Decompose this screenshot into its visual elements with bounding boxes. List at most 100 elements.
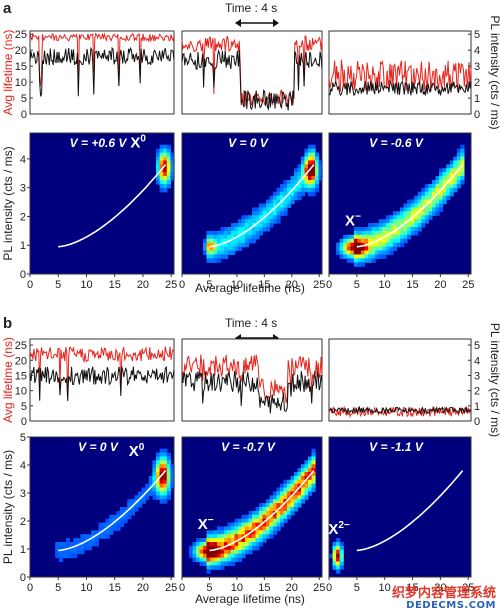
density-cell: [116, 510, 121, 516]
density-cell: [199, 557, 204, 563]
density-cell: [206, 538, 211, 543]
density-cell: [269, 223, 274, 228]
density-cell: [224, 227, 229, 232]
density-cell: [213, 230, 218, 236]
x-tick-label: 20: [286, 279, 298, 291]
density-cell: [290, 499, 295, 504]
density-cell: [453, 164, 458, 169]
density-cell: [170, 472, 175, 477]
density-cell: [269, 522, 274, 528]
density-cell: [283, 495, 288, 500]
fit-curve: [209, 164, 315, 248]
density-cell: [301, 487, 306, 493]
density-cell: [166, 487, 171, 493]
density-cell: [227, 227, 232, 232]
density-cell: [332, 545, 337, 551]
density-cell: [360, 234, 366, 240]
watermark: 织梦内容管理系统 DEDECMS.COM: [392, 587, 496, 611]
density-cell: [403, 203, 408, 209]
density-cell: [220, 561, 225, 566]
density-cell: [66, 553, 71, 559]
density-cell: [283, 491, 288, 496]
x-tick-label: 25: [165, 279, 177, 291]
density-cell: [301, 472, 306, 477]
intensity-tick-label: 0: [474, 416, 480, 428]
density-cell: [210, 250, 215, 256]
density-cell: [159, 456, 164, 461]
density-cell: [308, 475, 313, 481]
density-cell: [403, 223, 408, 228]
density-cell: [238, 534, 243, 539]
density-cell: [353, 246, 358, 252]
density-cell: [301, 172, 306, 177]
density-cell: [417, 195, 422, 201]
density-cell: [311, 148, 316, 154]
density-cell: [360, 242, 366, 248]
density-cell: [273, 199, 278, 205]
density-cell: [273, 219, 278, 224]
density-cell: [308, 183, 313, 189]
density-cell: [269, 215, 274, 220]
density-cell: [442, 191, 447, 197]
density-cell: [255, 514, 260, 520]
density-cell: [192, 557, 197, 563]
trace-panel-3: 0 1 2 3 4 5: [328, 29, 480, 121]
density-cell: [220, 227, 225, 232]
density-cell: [396, 238, 401, 244]
density-cell: [213, 538, 218, 543]
density-cell: [262, 223, 267, 228]
density-cell: [152, 475, 157, 481]
density-cell: [442, 187, 447, 193]
density-cell: [332, 542, 337, 547]
density-cell: [421, 219, 426, 224]
density-cell: [259, 211, 264, 216]
density-cell: [262, 530, 267, 535]
density-cell: [73, 538, 78, 543]
density-cell: [290, 180, 295, 185]
density-cell: [227, 545, 232, 551]
density-cell: [346, 250, 351, 256]
density-cell: [304, 168, 309, 173]
density-cell: [428, 211, 433, 216]
density-cell: [231, 223, 236, 228]
density-cell: [382, 238, 387, 244]
density-cell: [210, 242, 215, 248]
density-cell: [311, 487, 316, 493]
density-cell: [206, 545, 211, 551]
density-cell: [238, 242, 243, 248]
density-cell: [196, 557, 201, 563]
density-cell: [389, 223, 394, 228]
density-cell: [311, 144, 316, 150]
intensity-trace-line: [29, 46, 175, 97]
density-cell: [364, 227, 369, 232]
density-cell: [248, 215, 253, 220]
time-scale-label: Time : 4 s: [225, 316, 277, 330]
density-cell: [238, 223, 243, 228]
density-cell: [343, 238, 348, 244]
density-cell: [308, 191, 313, 197]
density-cell: [332, 561, 337, 566]
density-cell: [276, 510, 281, 516]
density-cell: [196, 553, 201, 559]
density-cell: [189, 549, 194, 555]
density-cell: [262, 510, 267, 516]
density-cell: [245, 518, 250, 524]
density-cell: [217, 254, 222, 259]
density-cell: [357, 230, 362, 236]
density-cell: [269, 510, 274, 516]
density-cell: [414, 219, 419, 224]
density-cell: [217, 542, 222, 547]
density-cell: [148, 487, 153, 493]
density-cell: [58, 553, 63, 559]
density-cell: [262, 219, 267, 224]
density-cell: [453, 176, 458, 181]
x-tick-label: 20: [434, 582, 446, 594]
density-cell: [58, 542, 63, 547]
density-cell: [166, 183, 171, 189]
density-cell: [170, 160, 175, 165]
density-cell: [368, 246, 373, 252]
density-cell: [294, 187, 299, 193]
density-cell: [435, 203, 440, 209]
density-cell: [116, 518, 121, 524]
intensity-tick-label: 3: [474, 61, 480, 73]
